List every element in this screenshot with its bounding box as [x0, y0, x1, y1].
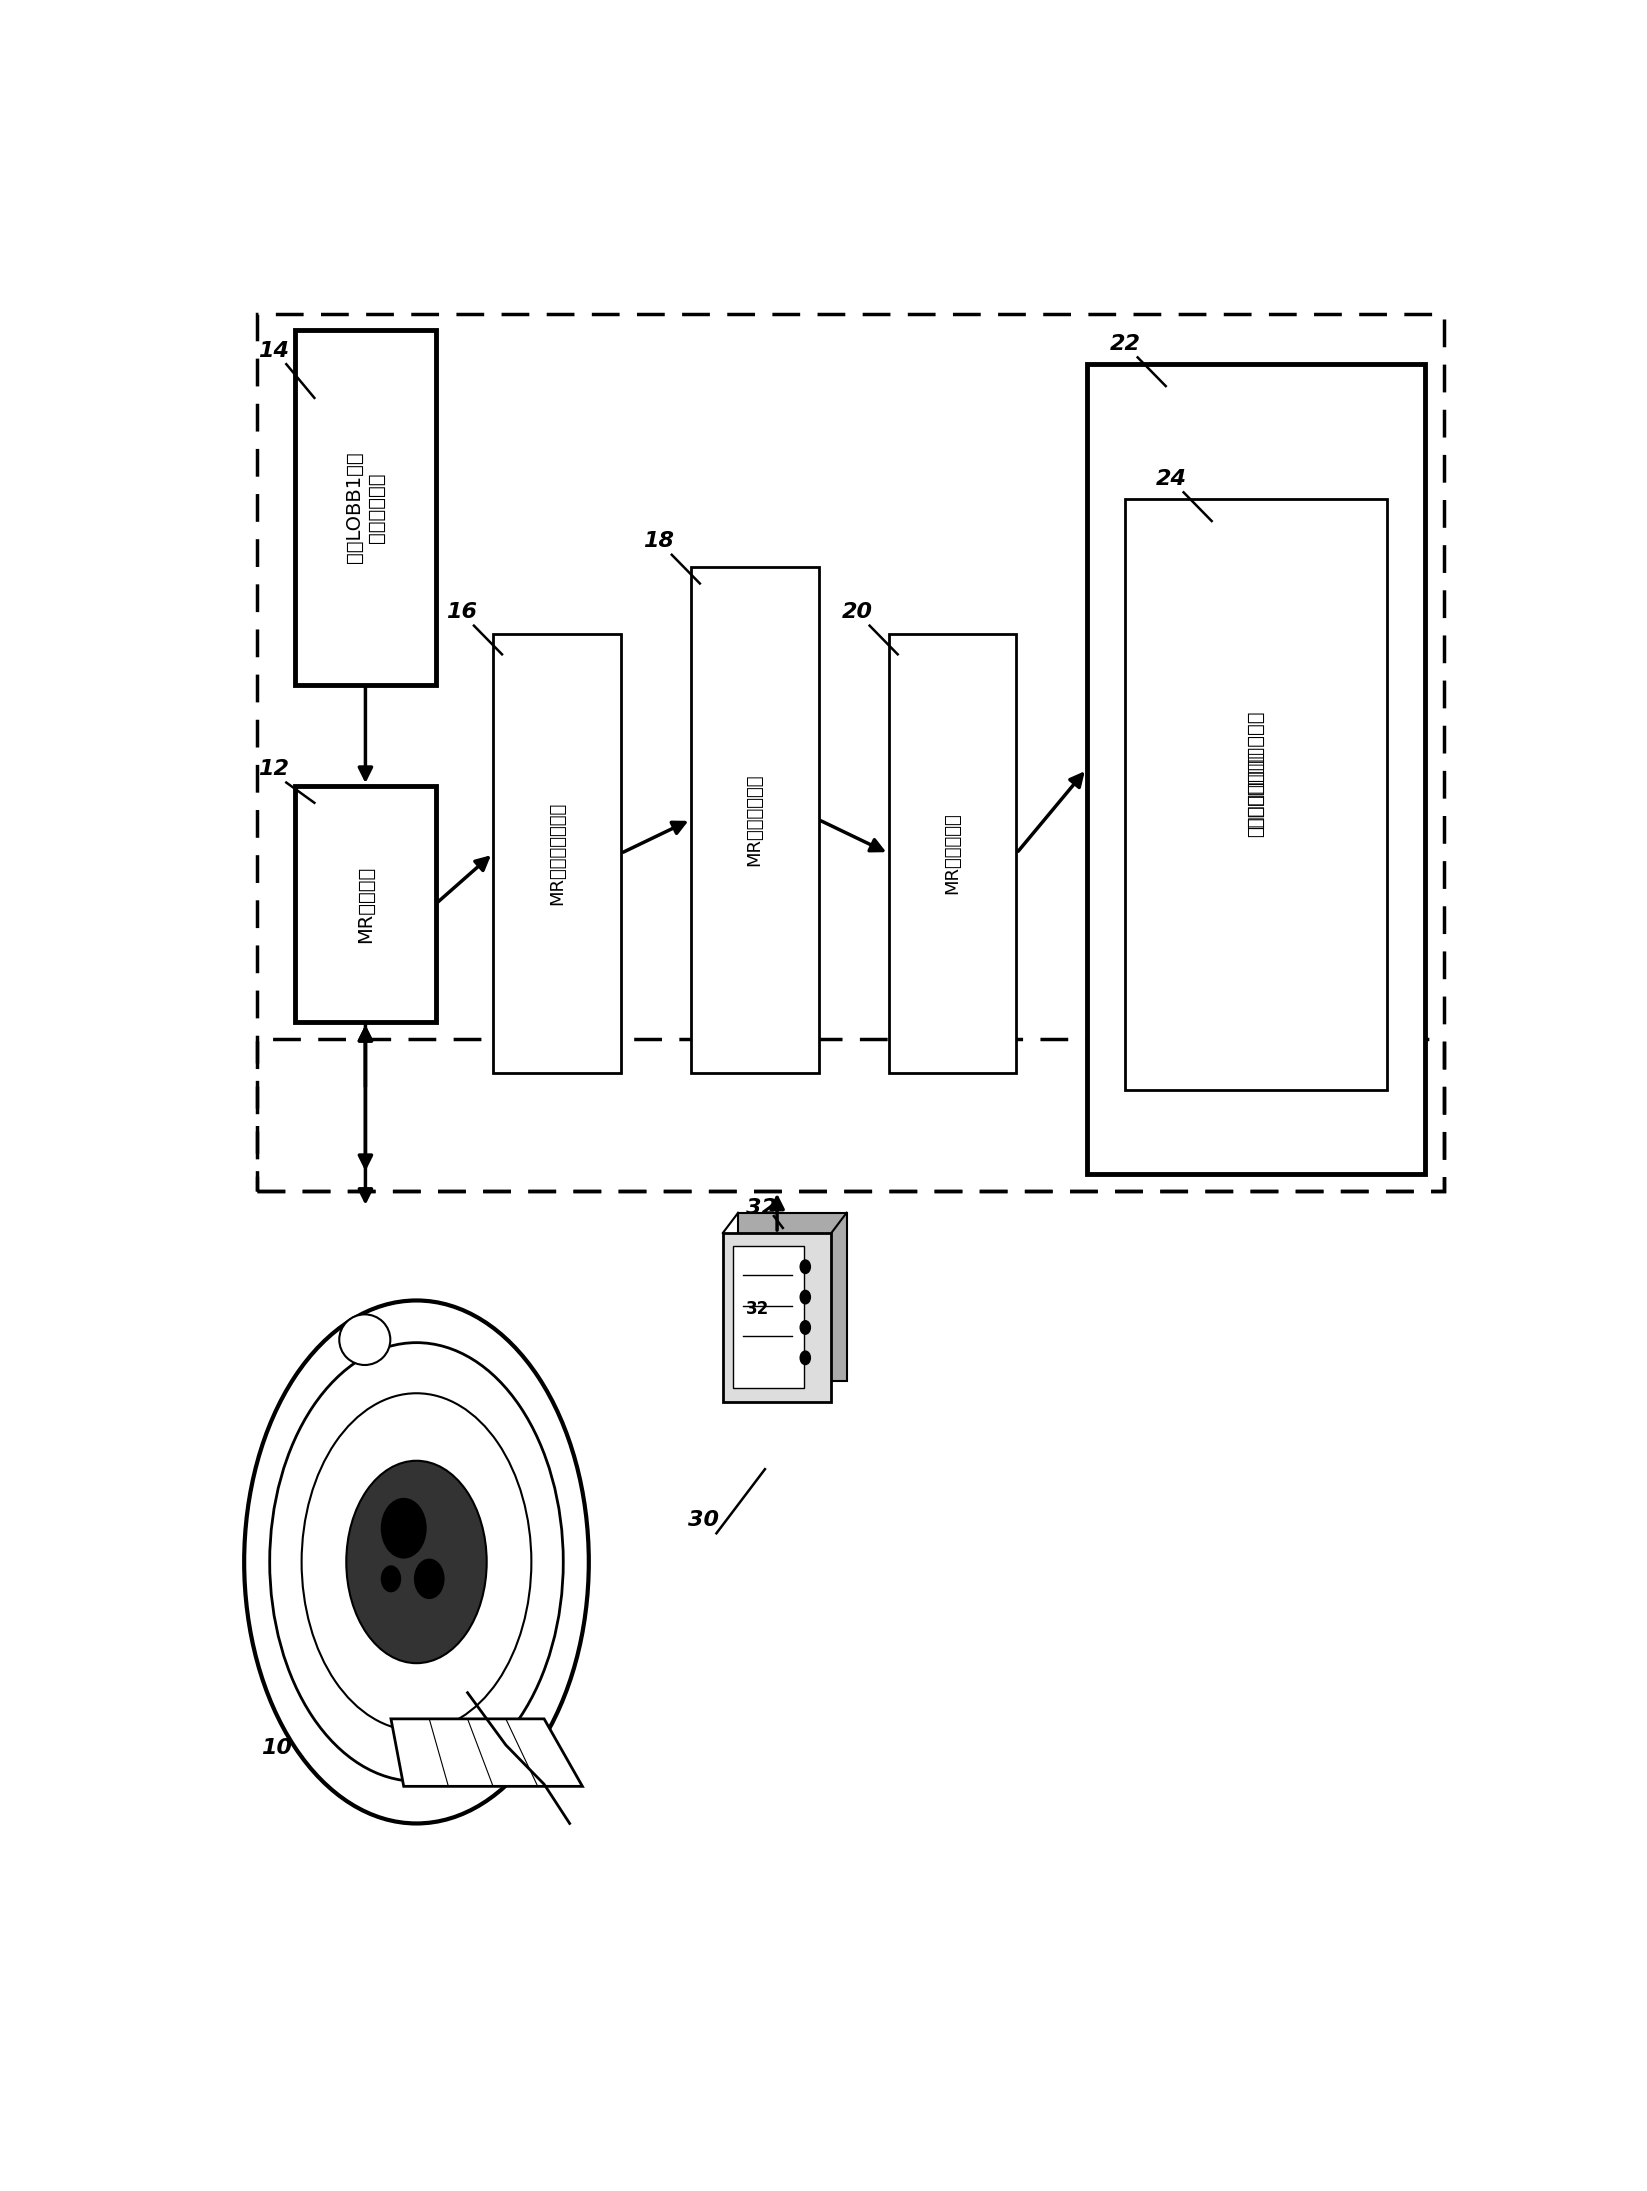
Text: 12: 12: [259, 758, 288, 780]
Text: 30: 30: [688, 1510, 720, 1529]
Ellipse shape: [380, 1499, 427, 1558]
Text: 14: 14: [259, 340, 288, 362]
Bar: [733, 1247, 804, 1389]
Bar: [723, 1234, 832, 1402]
Ellipse shape: [380, 1564, 402, 1593]
Bar: [257, 1039, 1444, 1192]
Ellipse shape: [244, 1301, 590, 1823]
Bar: [1087, 364, 1425, 1174]
Ellipse shape: [413, 1558, 445, 1599]
Ellipse shape: [301, 1393, 532, 1731]
Bar: [738, 1214, 847, 1383]
Text: 血管腔测量子模块: 血管腔测量子模块: [1247, 752, 1265, 837]
Circle shape: [800, 1321, 810, 1334]
Text: MR图像存储器: MR图像存储器: [944, 813, 962, 894]
Bar: [295, 331, 435, 684]
Text: 24: 24: [1155, 469, 1186, 489]
Text: MR控制模块: MR控制模块: [356, 865, 376, 942]
Text: 16: 16: [446, 603, 476, 622]
Circle shape: [800, 1290, 810, 1304]
Text: 32: 32: [746, 1299, 769, 1319]
Ellipse shape: [270, 1343, 563, 1781]
Bar: [295, 787, 435, 1021]
Bar: [257, 313, 1444, 1192]
Circle shape: [800, 1352, 810, 1365]
Bar: [692, 567, 819, 1074]
Text: 18: 18: [644, 530, 675, 552]
Text: 22: 22: [1110, 333, 1140, 355]
Text: 存储LOBB1脉冲
序列的存储器: 存储LOBB1脉冲 序列的存储器: [344, 451, 385, 563]
Text: 图像可视化与分析模块: 图像可视化与分析模块: [1247, 710, 1265, 828]
Text: 32: 32: [746, 1198, 777, 1218]
Text: 20: 20: [842, 603, 873, 622]
Text: MR成像数据存储器: MR成像数据存储器: [548, 802, 567, 905]
Circle shape: [800, 1260, 810, 1273]
Bar: [889, 633, 1016, 1074]
Ellipse shape: [339, 1315, 390, 1365]
Ellipse shape: [346, 1461, 488, 1663]
Text: 10: 10: [260, 1737, 292, 1757]
Bar: [492, 633, 621, 1074]
Polygon shape: [390, 1720, 583, 1786]
Text: MR图像重建模块: MR图像重建模块: [746, 773, 764, 865]
Bar: [1125, 500, 1387, 1089]
